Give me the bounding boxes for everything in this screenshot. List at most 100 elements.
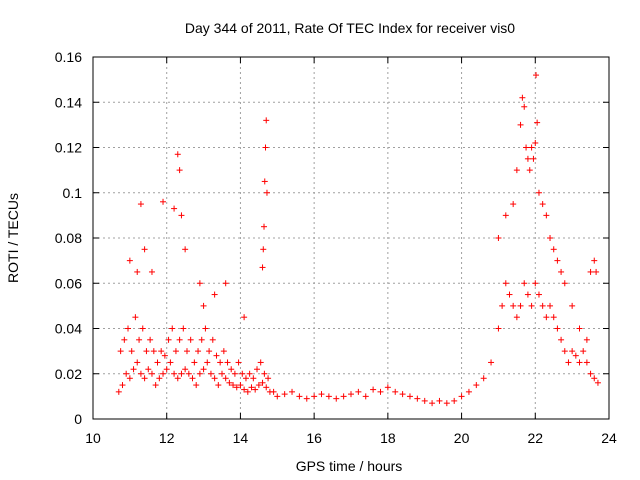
data-point [172,348,179,355]
data-point [587,370,594,377]
data-point [121,336,128,343]
data-point [523,144,530,151]
data-point [506,291,513,298]
data-point [591,257,598,264]
data-point [259,379,266,386]
data-point [185,370,192,377]
data-point [207,370,214,377]
data-point [443,400,450,407]
data-point [148,268,155,275]
data-point [259,264,266,271]
data-point [399,391,406,398]
data-point [257,359,264,366]
data-point [176,336,183,343]
data-point [521,103,528,110]
data-point [160,198,167,205]
x-tick-label: 18 [380,430,396,446]
data-point [252,386,259,393]
data-point [524,155,531,162]
data-point [226,379,233,386]
data-point [224,359,231,366]
data-point [318,391,325,398]
data-point [217,359,224,366]
data-point [539,201,546,208]
data-point [333,395,340,402]
data-point [139,325,146,332]
data-point [237,382,244,389]
data-point [517,302,524,309]
data-point [513,314,520,321]
data-point [134,359,141,366]
data-point [156,375,163,382]
data-point [169,325,176,332]
data-points [115,72,601,407]
data-point [392,388,399,395]
data-point [580,348,587,355]
x-tick-label: 16 [306,430,322,446]
data-point [535,189,542,196]
data-point [565,359,572,366]
data-point [465,388,472,395]
data-point [451,397,458,404]
y-tick-label: 0.02 [55,366,82,382]
data-point [176,167,183,174]
data-point [261,370,268,377]
y-tick-label: 0.06 [55,275,82,291]
data-point [377,388,384,395]
data-point [554,257,561,264]
data-point [130,366,137,373]
data-point [215,382,222,389]
data-point [572,352,579,359]
data-point [528,144,535,151]
data-point [152,382,159,389]
data-point [219,370,225,377]
y-tick-label: 0.16 [55,49,82,65]
y-tick-label: 0 [74,411,82,427]
y-tick-label: 0.1 [63,185,83,201]
data-point [163,366,170,373]
data-point [281,391,288,398]
data-point [502,280,509,287]
data-point [594,379,601,386]
data-point [235,359,242,366]
data-point [583,359,590,366]
x-tick-label: 22 [527,430,543,446]
data-point [187,336,194,343]
data-point [289,388,296,395]
data-point [561,280,568,287]
data-point [436,397,443,404]
data-point [206,348,213,355]
x-tick-label: 24 [601,430,617,446]
data-point [274,393,281,400]
data-point [303,395,310,402]
data-point [311,393,318,400]
data-point [250,375,257,382]
data-point [539,302,546,309]
data-point [241,314,248,321]
data-point [189,375,196,382]
data-point [558,336,565,343]
data-point [510,201,517,208]
data-point [167,359,174,366]
data-point [261,223,268,230]
data-point [150,348,157,355]
data-point [370,386,377,393]
data-point [137,201,144,208]
data-point [202,325,209,332]
data-point [211,291,218,298]
data-point [263,384,270,391]
data-point [583,336,590,343]
x-tick-label: 20 [454,430,470,446]
data-point [519,94,526,101]
data-point [270,388,277,395]
plot-frame [92,56,610,420]
data-point [384,384,391,391]
data-point [547,302,554,309]
data-point [569,302,576,309]
data-point [141,375,148,382]
data-point [355,388,362,395]
data-point [200,366,207,373]
y-axis-label: ROTI / TECUs [5,193,21,283]
data-point [228,366,235,373]
data-point [348,391,354,398]
